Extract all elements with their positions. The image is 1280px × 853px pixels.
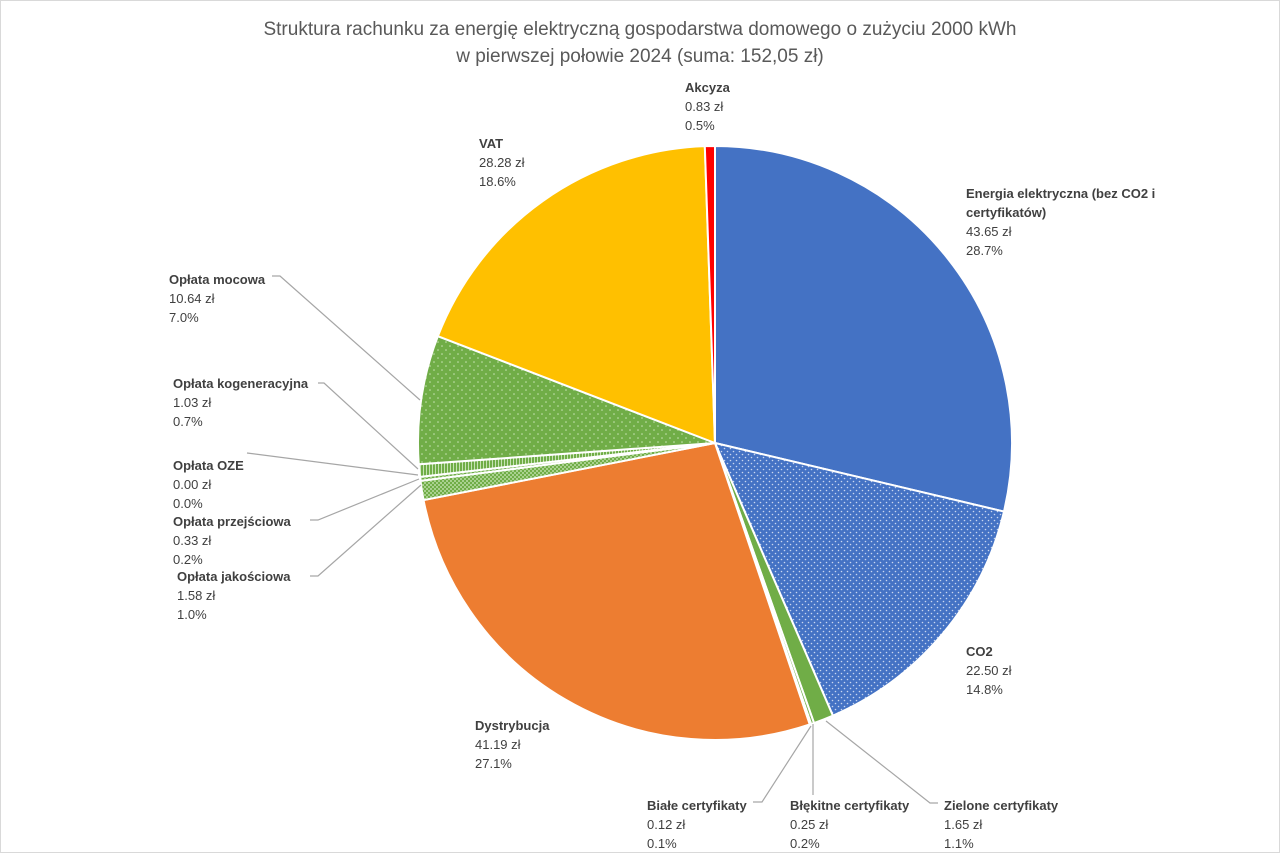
- label-name: Opłata mocowa: [169, 272, 266, 287]
- data-label-11: VAT 28.28 zł 18.6%: [479, 134, 525, 191]
- data-label-1: CO2 22.50 zł 14.8%: [966, 642, 1012, 699]
- label-percent: 0.1%: [647, 836, 677, 851]
- label-percent: 0.2%: [173, 552, 203, 567]
- label-value: 22.50 zł: [966, 663, 1012, 678]
- data-label-0: Energia elektryczna (bez CO2 i certyfika…: [966, 184, 1156, 260]
- label-percent: 14.8%: [966, 682, 1003, 697]
- leader-line-9: [318, 382, 419, 470]
- label-value: 28.28 zł: [479, 155, 525, 170]
- label-percent: 0.2%: [790, 836, 820, 851]
- label-value: 0.12 zł: [647, 817, 686, 832]
- leader-line-7: [310, 478, 420, 521]
- pie-slice-0: [714, 144, 1013, 513]
- label-name: Akcyza: [685, 80, 730, 95]
- label-percent: 28.7%: [966, 243, 1003, 258]
- data-label-6: Opłata jakościowa 1.58 zł 1.0%: [177, 567, 290, 624]
- leader-line-10: [272, 275, 421, 401]
- data-label-4: Białe certyfikaty 0.12 zł 0.1%: [647, 796, 747, 853]
- data-label-9: Opłata kogeneracyjna 1.03 zł 0.7%: [173, 374, 308, 431]
- label-name: Opłata przejściowa: [173, 514, 291, 529]
- leader-line-6: [310, 484, 422, 577]
- data-label-2: Zielone certyfikaty 1.65 zł 1.1%: [944, 796, 1058, 853]
- label-value: 1.58 zł: [177, 588, 216, 603]
- label-percent: 0.7%: [173, 414, 203, 429]
- label-name: Błękitne certyfikaty: [790, 798, 910, 813]
- label-percent: 7.0%: [169, 310, 199, 325]
- data-label-5: Dystrybucja 41.19 zł 27.1%: [475, 716, 549, 773]
- pie-slice-11: [436, 145, 717, 445]
- label-name: Zielone certyfikaty: [944, 798, 1059, 813]
- chart-title-line-1: Struktura rachunku za energię elektryczn…: [263, 19, 1017, 40]
- leader-line-2: [825, 720, 938, 804]
- label-value: 1.65 zł: [944, 817, 983, 832]
- label-name: Energia elektryczna (bez CO2 i certyfika…: [966, 186, 1156, 220]
- label-name: VAT: [479, 136, 504, 151]
- label-value: 43.65 zł: [966, 224, 1012, 239]
- label-percent: 0.5%: [685, 118, 715, 133]
- label-percent: 0.0%: [173, 496, 203, 511]
- data-label-7: Opłata przejściowa 0.33 zł 0.2%: [173, 512, 291, 569]
- data-label-12: Akcyza 0.83 zł 0.5%: [685, 78, 730, 135]
- label-value: 0.83 zł: [685, 99, 724, 114]
- pie-slice-10: [417, 334, 716, 466]
- label-percent: 27.1%: [475, 756, 512, 771]
- label-name: Opłata OZE: [173, 458, 244, 473]
- leader-line-8: [246, 452, 419, 476]
- data-label-3: Błękitne certyfikaty 0.25 zł 0.2%: [790, 796, 909, 853]
- data-label-10: Opłata mocowa 10.64 zł 7.0%: [169, 270, 265, 327]
- leader-line-4: [753, 725, 812, 803]
- label-name: Opłata jakościowa: [177, 569, 291, 584]
- label-name: Dystrybucja: [475, 718, 550, 733]
- pie-slice-1: [713, 441, 1006, 717]
- label-value: 0.25 zł: [790, 817, 829, 832]
- label-value: 0.00 zł: [173, 477, 212, 492]
- label-value: 0.33 zł: [173, 533, 212, 548]
- label-percent: 1.1%: [944, 836, 974, 851]
- label-percent: 1.0%: [177, 607, 207, 622]
- label-value: 41.19 zł: [475, 737, 521, 752]
- chart-title-line-2: w pierwszej połowie 2024 (suma: 152,05 z…: [456, 46, 824, 67]
- pie-slice-12: [703, 144, 716, 444]
- chart-title: Struktura rachunku za energię elektryczn…: [0, 16, 1280, 70]
- label-name: CO2: [966, 644, 993, 659]
- data-label-8: Opłata OZE 0.00 zł 0.0%: [173, 456, 244, 513]
- pie-slice-5: [422, 441, 811, 741]
- label-name: Opłata kogeneracyjna: [173, 376, 309, 391]
- label-value: 1.03 zł: [173, 395, 212, 410]
- label-percent: 18.6%: [479, 174, 516, 189]
- label-name: Białe certyfikaty: [647, 798, 747, 813]
- label-value: 10.64 zł: [169, 291, 215, 306]
